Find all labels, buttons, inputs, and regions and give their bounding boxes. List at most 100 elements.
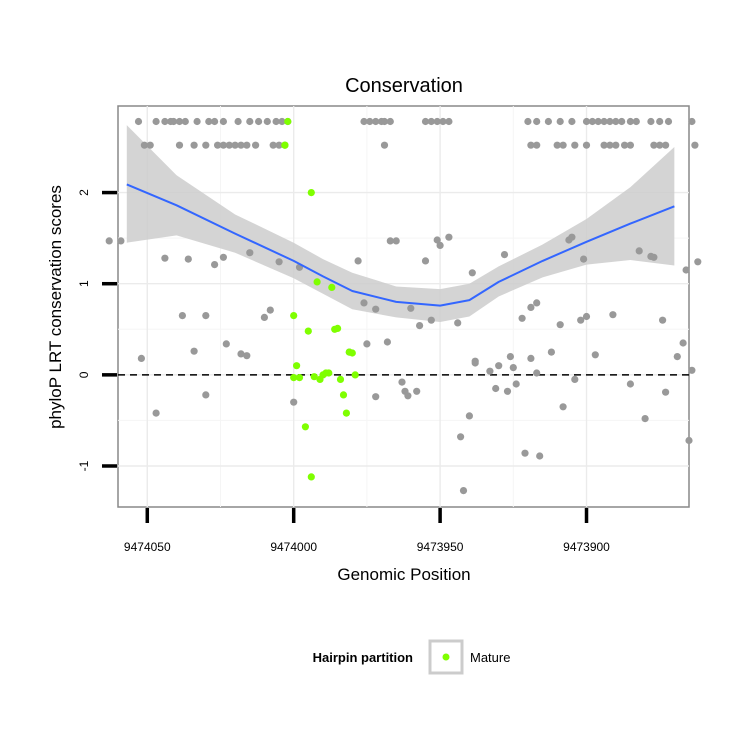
point-other <box>559 141 567 149</box>
point-other <box>404 392 412 400</box>
point-other <box>421 257 430 265</box>
point-other <box>618 117 626 126</box>
point-other <box>626 141 635 149</box>
point-other <box>278 117 286 126</box>
legend-entry-mature: Mature <box>470 650 510 665</box>
point-other <box>202 141 210 149</box>
point-other <box>386 117 394 126</box>
point-other <box>664 117 673 126</box>
point-other <box>556 321 564 329</box>
point-other <box>380 117 389 126</box>
point-other <box>372 305 380 313</box>
point-other <box>626 117 635 126</box>
y-tick-label: -1 <box>77 460 91 471</box>
point-other <box>225 141 233 149</box>
chart-title: Conservation <box>345 75 463 97</box>
point-other <box>380 141 389 149</box>
point-other <box>471 357 479 365</box>
point-other <box>518 314 526 322</box>
point-other <box>679 339 687 347</box>
point-other <box>495 362 503 370</box>
point-other <box>219 141 227 149</box>
point-other <box>219 253 227 261</box>
point-other <box>694 258 702 266</box>
point-other <box>635 247 643 255</box>
point-mature <box>307 473 315 481</box>
x-tick-label: 9474000 <box>270 540 317 554</box>
point-other <box>512 380 520 388</box>
point-other <box>137 354 145 362</box>
point-other <box>433 117 441 126</box>
point-other <box>521 449 529 457</box>
point-other <box>246 249 254 257</box>
point-other <box>243 352 251 360</box>
point-mature <box>310 373 318 381</box>
point-other <box>178 312 186 320</box>
point-other <box>641 415 649 423</box>
point-other <box>234 117 242 126</box>
point-other <box>170 117 178 126</box>
point-other <box>190 347 198 355</box>
point-other <box>626 380 635 388</box>
point-other <box>193 117 201 126</box>
point-other <box>582 117 591 126</box>
point-other <box>181 117 189 126</box>
point-other <box>354 257 362 265</box>
point-other <box>372 393 380 401</box>
point-other <box>140 141 148 149</box>
point-other <box>621 141 629 149</box>
point-other <box>205 117 213 126</box>
point-mature <box>295 374 304 382</box>
point-other <box>559 403 567 411</box>
point-other <box>612 117 620 126</box>
point-other <box>231 141 239 149</box>
point-mature <box>348 349 356 357</box>
point-other <box>691 141 699 149</box>
point-other <box>506 353 514 361</box>
point-other <box>533 369 541 377</box>
legend-title: Hairpin partition <box>313 650 413 665</box>
point-other <box>161 254 169 262</box>
point-other <box>416 322 424 330</box>
point-other <box>175 117 184 126</box>
point-other <box>445 233 453 241</box>
point-mature <box>325 369 333 377</box>
x-axis-label: Genomic Position <box>337 565 470 584</box>
point-other <box>275 141 283 149</box>
point-mature <box>293 362 301 370</box>
point-mature <box>334 324 342 332</box>
point-other <box>211 261 219 269</box>
point-other <box>427 316 435 324</box>
point-other <box>260 313 268 321</box>
point-other <box>427 117 435 126</box>
point-other <box>275 258 283 266</box>
point-other <box>214 141 222 149</box>
point-other <box>588 117 597 126</box>
point-mature <box>304 327 312 335</box>
point-other <box>366 117 374 126</box>
point-other <box>533 117 541 126</box>
point-other <box>647 117 655 126</box>
point-other <box>222 340 230 348</box>
y-tick-label: 1 <box>77 280 91 287</box>
point-other <box>459 487 468 495</box>
point-mature <box>339 391 348 399</box>
point-other <box>436 241 444 249</box>
point-other <box>202 312 210 320</box>
point-mature <box>290 312 298 320</box>
point-other <box>612 141 620 149</box>
point-other <box>503 387 512 395</box>
point-other <box>568 117 576 126</box>
point-other <box>433 236 441 244</box>
point-other <box>527 354 535 362</box>
point-other <box>600 117 608 126</box>
point-mature <box>307 189 315 197</box>
point-other <box>571 375 579 383</box>
point-mature <box>351 371 359 379</box>
point-other <box>184 255 192 263</box>
point-other <box>591 351 599 359</box>
point-other <box>659 316 667 324</box>
point-other <box>547 348 556 356</box>
confidence-band <box>126 125 675 322</box>
point-other <box>290 398 298 406</box>
